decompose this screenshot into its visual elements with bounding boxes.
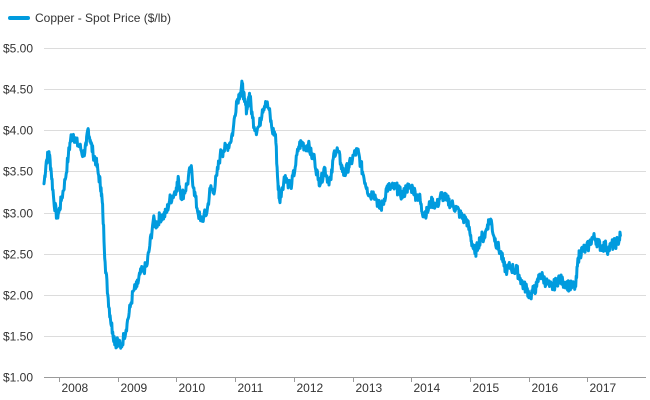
y-tick-label: $5.00 [3,42,33,56]
x-tick-label: 2017 [590,381,617,395]
legend-label: Copper - Spot Price ($/lb) [35,11,171,25]
x-tick-label: 2008 [62,381,89,395]
y-axis: $1.00 $1.50 $2.00 $2.50 $3.00 $3.50 $4.00 $4.50… [3,42,33,385]
grid-layer [44,48,646,378]
x-tick-label: 2015 [473,381,500,395]
x-tick-label: 2010 [179,381,206,395]
y-tick-label: $2.00 [3,289,33,303]
y-tick-label: $4.00 [3,124,33,138]
x-tick-label: 2013 [356,381,383,395]
x-tick-label: 2012 [297,381,324,395]
series-layer [42,79,622,350]
y-tick-label: $1.50 [3,330,33,344]
x-tick-label: 2011 [238,381,264,395]
y-tick-label: $3.50 [3,165,33,179]
copper-price-line [42,79,622,350]
x-tick-label: 2014 [414,381,441,395]
y-tick-label: $1.00 [3,371,33,385]
y-tick-label: $4.50 [3,83,33,97]
y-tick-label: $2.50 [3,248,33,262]
x-tick-label: 2016 [532,381,559,395]
x-axis: 2008 2009 2010 2011 2012 2013 2014 2015 2016 2017 [44,377,646,395]
y-tick-label: $3.00 [3,207,33,221]
chart-legend: Copper - Spot Price ($/lb) [8,11,171,25]
x-tick-label: 2009 [121,381,148,395]
